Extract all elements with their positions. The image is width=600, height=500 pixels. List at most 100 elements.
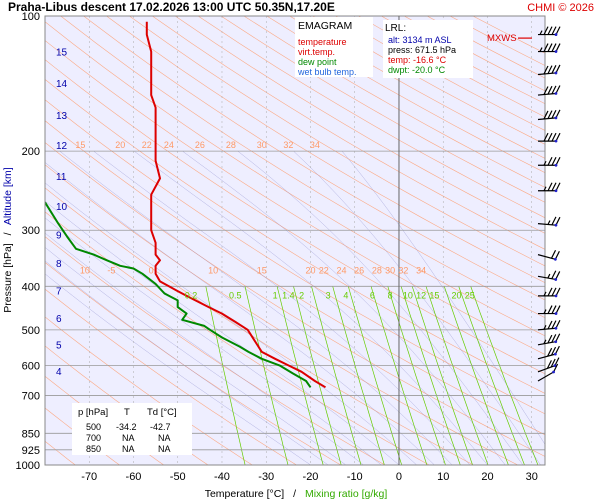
dry-adiabat-label: 20 <box>115 140 125 150</box>
wind-barb-dot <box>553 352 557 356</box>
dry-adiabat-label: 28 <box>372 265 382 275</box>
dry-adiabat-label: 10 <box>208 265 218 275</box>
y-axis-separator: / <box>2 232 14 235</box>
mixing-ratio-label: 15 <box>429 290 439 300</box>
wind-barb-feather <box>550 346 557 356</box>
table-cell: NA <box>122 433 135 443</box>
table-cell: 850 <box>86 444 101 454</box>
altitude-tick-label: 15 <box>56 48 68 59</box>
wind-barb-dot <box>554 189 558 193</box>
wind-barb <box>537 320 561 331</box>
wind-barb <box>537 85 561 96</box>
wind-barb-dot <box>554 163 558 167</box>
table-cell: 500 <box>86 422 101 432</box>
lrl-box: LRL: alt: 3134 m ASL press: 671.5 hPa te… <box>383 20 473 78</box>
legend-item-wet-bulb: wet bulb temp. <box>297 67 357 77</box>
legend-title: EMAGRAM <box>298 20 352 32</box>
wind-barb-dot <box>552 370 555 374</box>
wind-barb-feather <box>555 182 561 192</box>
wind-barb-feather <box>555 85 561 94</box>
wind-barb <box>537 216 561 227</box>
wind-barb-dot <box>554 50 558 53</box>
wind-barb-feather <box>551 334 557 343</box>
wind-barb-feather <box>551 132 557 142</box>
dry-adiabat-line <box>175 16 545 234</box>
dry-adiabat-line <box>45 21 545 337</box>
dry-adiabat-line <box>152 16 545 250</box>
wind-barb-feather <box>547 305 553 314</box>
x-axis-separator: / <box>293 488 296 500</box>
summary-table: p [hPa] T Td [°C] 500 -34.2 -42.7 700 NA… <box>72 403 192 455</box>
wind-barb-half-feather <box>539 47 543 52</box>
table-cell: NA <box>158 433 171 443</box>
dry-adiabat-label: 26 <box>195 140 205 150</box>
y-axis-title: Pressure [hPa] / Altitude [km] <box>2 167 14 312</box>
y-axis-altitude-label: Altitude [km] <box>2 167 14 225</box>
wind-barb-staff <box>537 117 556 121</box>
dry-adiabat-label: 10 <box>80 265 90 275</box>
lrl-altitude: alt: 3134 m ASL <box>388 35 452 45</box>
pressure-tick-label: 100 <box>22 11 40 23</box>
temperature-profile-line <box>145 21 327 389</box>
wind-barb <box>538 132 561 143</box>
lrl-pressure: press: 671.5 hPa <box>388 45 456 55</box>
wind-barb-feather <box>555 132 561 142</box>
wind-barb-feather <box>555 333 561 342</box>
dry-adiabat-label: 32 <box>283 140 293 150</box>
table-cell: 700 <box>86 433 101 443</box>
legend-box <box>295 17 373 77</box>
altitude-tick-label: 12 <box>56 141 68 152</box>
wind-barb-feather <box>555 156 561 166</box>
wind-barb-feather <box>551 65 557 74</box>
wind-barb-half-feather <box>547 220 551 225</box>
temperature-tick-label: -20 <box>303 471 319 483</box>
wind-barb-feather <box>555 216 561 226</box>
wind-barb-feather <box>547 334 553 344</box>
wind-barb-dot <box>554 139 558 143</box>
table-cell: -34.2 <box>116 422 137 432</box>
dry-adiabat-line <box>83 16 545 301</box>
legend-item-virt-temp: virt.temp. <box>298 47 335 57</box>
wind-barb-dot <box>554 71 558 75</box>
altitude-tick-label: 11 <box>56 172 67 183</box>
wind-barb-staff <box>537 371 554 382</box>
dry-adiabat-label: -5 <box>107 265 115 275</box>
wind-barb-feather <box>555 287 561 297</box>
temperature-tick-label: 30 <box>526 471 538 483</box>
wind-barb-half-feather <box>543 291 547 297</box>
wind-barb-feather <box>551 287 557 297</box>
summary-table-background <box>72 403 192 455</box>
altitude-tick-label: 14 <box>56 79 68 90</box>
dry-adiabat-label: 0 <box>149 265 154 275</box>
dry-adiabat-line <box>45 59 545 375</box>
dry-adiabat-label: 15 <box>75 140 85 150</box>
wind-barb-staff <box>537 72 556 76</box>
wind-barb <box>537 270 561 281</box>
wind-barb <box>538 305 561 315</box>
wind-barb-feather <box>547 110 553 119</box>
table-cell: NA <box>158 444 171 454</box>
dew-point-profile-line <box>45 201 312 388</box>
y-axis-pressure-label: Pressure [hPa] <box>2 243 14 313</box>
wind-barb-feather <box>547 182 553 192</box>
pressure-tick-label: 200 <box>22 146 40 158</box>
dry-adiabat-label: 22 <box>142 140 152 150</box>
chart-title: Praha-Libus descent 17.02.2026 13:00 UTC… <box>8 0 335 14</box>
pressure-tick-label: 600 <box>22 360 40 372</box>
wind-barb-feather <box>547 287 553 297</box>
wind-barb-feather <box>546 360 552 369</box>
mixing-ratio-label: 0.5 <box>229 290 242 300</box>
mxws-label: MXWS <box>487 33 517 44</box>
temperature-tick-label: -60 <box>126 471 142 483</box>
wind-barb-feather <box>550 358 556 368</box>
wind-barb-dot <box>554 294 558 298</box>
mixing-ratio-label: 1.4 <box>282 290 295 300</box>
wind-barb-dot <box>554 223 558 227</box>
dry-adiabat-label: 20 <box>305 265 315 275</box>
wind-barb-feather <box>551 305 557 314</box>
plot-area <box>45 16 545 465</box>
wind-barb-staff <box>537 365 556 373</box>
wind-barb-feather <box>551 216 557 226</box>
wind-barb <box>538 26 561 36</box>
wind-barb <box>537 64 561 76</box>
